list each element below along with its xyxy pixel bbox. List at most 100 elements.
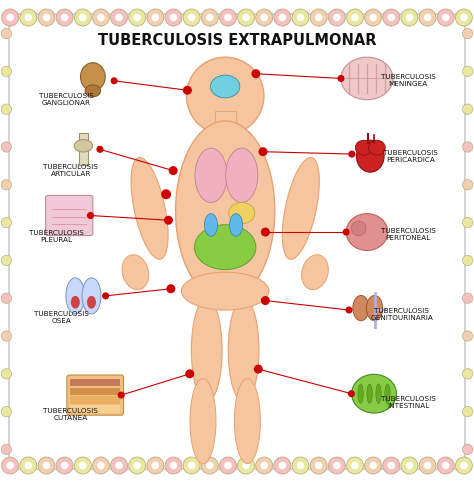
Circle shape [406, 462, 413, 469]
Ellipse shape [195, 148, 227, 202]
Circle shape [463, 28, 473, 39]
Circle shape [128, 9, 146, 26]
Circle shape [183, 457, 200, 474]
Circle shape [1, 180, 11, 190]
Circle shape [25, 14, 32, 21]
Ellipse shape [283, 157, 319, 259]
Circle shape [25, 462, 32, 469]
Circle shape [437, 457, 454, 474]
Circle shape [167, 285, 174, 293]
Ellipse shape [210, 75, 240, 98]
Text: TUBERCULOSIS
INTESTINAL: TUBERCULOSIS INTESTINAL [381, 396, 436, 409]
Circle shape [61, 462, 68, 469]
Circle shape [56, 9, 73, 26]
Circle shape [188, 462, 195, 469]
Circle shape [111, 78, 117, 84]
Circle shape [38, 457, 55, 474]
Circle shape [242, 14, 250, 21]
Circle shape [6, 462, 14, 469]
Circle shape [97, 14, 105, 21]
Circle shape [1, 142, 11, 152]
Circle shape [315, 14, 322, 21]
Circle shape [186, 57, 264, 135]
Circle shape [206, 14, 214, 21]
Circle shape [343, 229, 349, 235]
Circle shape [387, 14, 395, 21]
Circle shape [383, 457, 400, 474]
Ellipse shape [229, 202, 255, 224]
Circle shape [115, 14, 123, 21]
Circle shape [110, 9, 128, 26]
Circle shape [351, 14, 359, 21]
Circle shape [170, 462, 177, 469]
Ellipse shape [228, 298, 259, 402]
Circle shape [387, 462, 395, 469]
Bar [70, 397, 120, 404]
Circle shape [97, 462, 105, 469]
Circle shape [133, 462, 141, 469]
Circle shape [262, 297, 269, 304]
Circle shape [442, 462, 449, 469]
Circle shape [128, 457, 146, 474]
Text: TUBERCULOSIS
CUTANEA: TUBERCULOSIS CUTANEA [43, 408, 98, 421]
Circle shape [262, 228, 269, 236]
Circle shape [463, 293, 473, 303]
Ellipse shape [369, 140, 385, 155]
Circle shape [338, 76, 344, 81]
Ellipse shape [229, 213, 243, 236]
Ellipse shape [81, 63, 105, 91]
Circle shape [56, 457, 73, 474]
Circle shape [369, 14, 377, 21]
Circle shape [328, 9, 346, 26]
Circle shape [79, 14, 87, 21]
Circle shape [463, 444, 473, 455]
Ellipse shape [82, 278, 101, 314]
Ellipse shape [356, 140, 384, 172]
Ellipse shape [353, 296, 369, 321]
Text: TUBERCULOSIS
PLEURAL: TUBERCULOSIS PLEURAL [29, 230, 84, 243]
Ellipse shape [122, 255, 149, 290]
Circle shape [463, 369, 473, 379]
Circle shape [255, 457, 273, 474]
Circle shape [424, 14, 431, 21]
Ellipse shape [191, 298, 222, 402]
Circle shape [463, 331, 473, 341]
Circle shape [188, 14, 195, 21]
Ellipse shape [351, 221, 366, 236]
Ellipse shape [356, 140, 372, 155]
Circle shape [206, 462, 214, 469]
Circle shape [147, 9, 164, 26]
Circle shape [463, 66, 473, 77]
Circle shape [333, 14, 341, 21]
Circle shape [79, 462, 87, 469]
Ellipse shape [85, 85, 100, 97]
Circle shape [1, 28, 11, 39]
Circle shape [1, 255, 11, 266]
Circle shape [170, 14, 177, 21]
Bar [70, 379, 120, 386]
Circle shape [333, 462, 341, 469]
Ellipse shape [301, 255, 328, 290]
Circle shape [74, 9, 91, 26]
FancyBboxPatch shape [46, 196, 93, 236]
Circle shape [74, 457, 91, 474]
Circle shape [201, 457, 219, 474]
Circle shape [463, 104, 473, 114]
Circle shape [463, 180, 473, 190]
Circle shape [297, 14, 304, 21]
Ellipse shape [204, 213, 218, 236]
Circle shape [259, 148, 267, 156]
Circle shape [165, 457, 182, 474]
Circle shape [183, 86, 191, 94]
Circle shape [401, 9, 418, 26]
Circle shape [152, 462, 159, 469]
Circle shape [252, 70, 260, 77]
Ellipse shape [341, 57, 393, 99]
Ellipse shape [385, 384, 390, 403]
Bar [70, 387, 120, 395]
Circle shape [292, 9, 309, 26]
Ellipse shape [190, 379, 216, 464]
Circle shape [242, 462, 250, 469]
Ellipse shape [376, 384, 381, 403]
Circle shape [103, 293, 109, 298]
